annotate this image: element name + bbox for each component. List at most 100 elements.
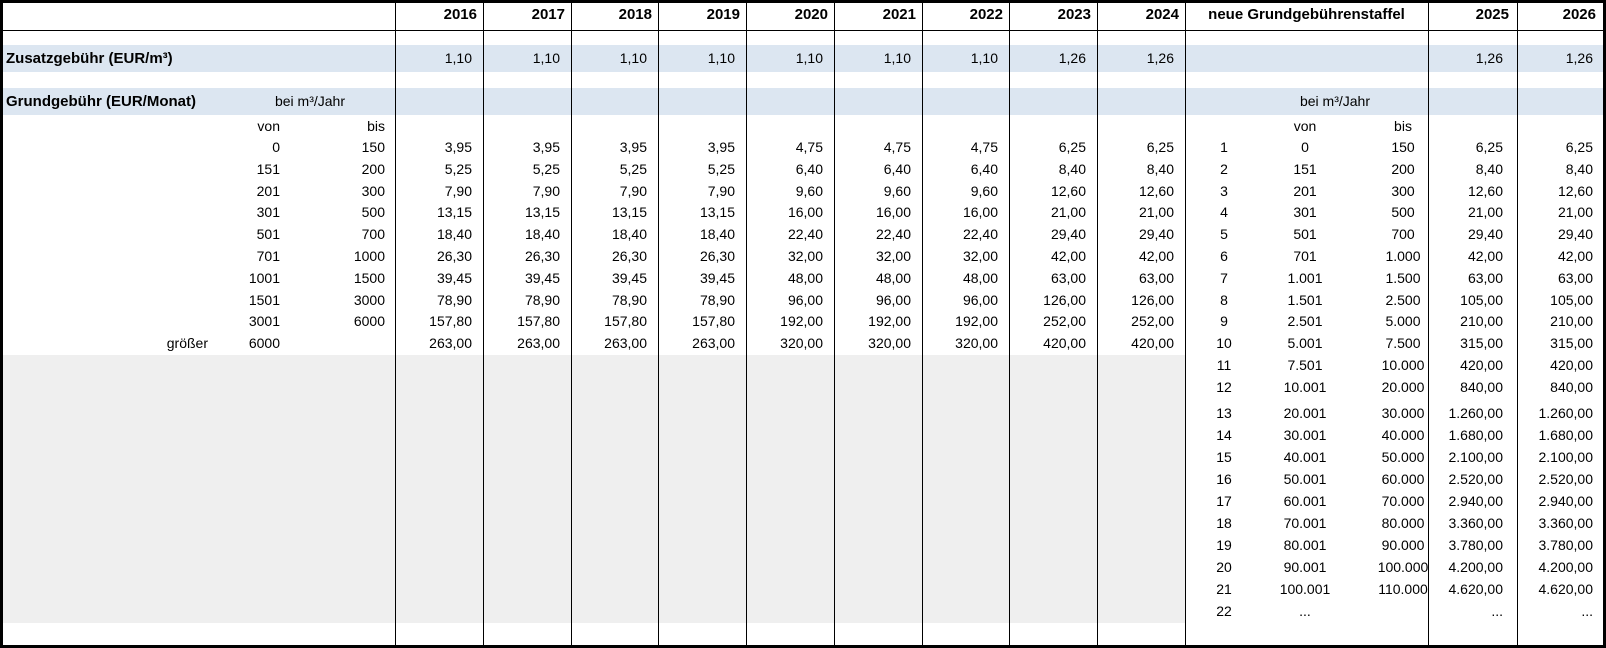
new-scale-bis: 30.000 — [1381, 405, 1425, 421]
new-scale-bis: 5.000 — [1385, 313, 1421, 330]
bis-header-new: bis — [1394, 118, 1412, 134]
old-scale-von: 3001 — [248, 313, 280, 330]
new-scale-value-2026: ... — [1581, 603, 1593, 619]
new-scale-header: neue Grundgebührenstaffel — [1208, 6, 1405, 23]
old-scale-value: 13,15 — [524, 204, 560, 221]
old-scale-value: 4,75 — [795, 139, 823, 155]
new-scale-value-2025: 12,60 — [1467, 182, 1503, 199]
old-scale-value: 26,30 — [436, 248, 472, 264]
column-border — [1009, 3, 1010, 645]
new-scale-nr: 1 — [1220, 139, 1228, 155]
old-scale-value: 16,00 — [787, 204, 823, 221]
old-scale-value: 39,45 — [436, 269, 472, 286]
new-scale-bis: 90.000 — [1381, 537, 1425, 553]
column-border — [1428, 3, 1429, 645]
year-header: 2021 — [882, 6, 916, 23]
bei-m3-jahr-label-new: bei m³/Jahr — [1299, 93, 1371, 109]
old-scale-value: 4,75 — [883, 139, 911, 155]
new-scale-value-2025: 2.100,00 — [1448, 449, 1504, 465]
old-scale-value: 252,00 — [1131, 313, 1174, 330]
new-scale-value-2025: 6,25 — [1475, 139, 1503, 155]
new-scale-von: 60.001 — [1283, 493, 1327, 509]
old-scale-value: 12,60 — [1138, 182, 1174, 199]
new-scale-value-2026: 4.200,00 — [1538, 559, 1594, 575]
old-scale-bis: 3000 — [353, 291, 385, 308]
old-scale-value: 26,30 — [699, 248, 735, 264]
old-scale-value: 3,95 — [532, 139, 560, 155]
old-scale-value: 32,00 — [962, 248, 998, 264]
new-scale-bis: 300 — [1391, 182, 1415, 199]
year-header: 2019 — [706, 6, 740, 23]
old-scale-value: 42,00 — [1138, 248, 1174, 264]
old-scale-value: 32,00 — [787, 248, 823, 264]
new-scale-von: 301 — [1293, 204, 1317, 221]
old-scale-value: 263,00 — [692, 335, 735, 352]
old-scale-value: 96,00 — [875, 291, 911, 308]
new-scale-value-2025: 63,00 — [1467, 269, 1503, 286]
new-scale-nr: 16 — [1216, 471, 1232, 487]
old-scale-value: 320,00 — [955, 335, 998, 352]
bei-m3-jahr-label: bei m³/Jahr — [274, 93, 346, 109]
old-scale-value: 63,00 — [1050, 269, 1086, 286]
new-scale-value-2026: 42,00 — [1557, 248, 1593, 264]
old-scale-value: 420,00 — [1131, 335, 1174, 352]
new-year-header: 2026 — [1562, 6, 1596, 23]
column-border — [1097, 3, 1098, 645]
von-header: von — [257, 118, 280, 134]
old-scale-value: 8,40 — [1058, 160, 1086, 177]
old-scale-value: 126,00 — [1043, 291, 1086, 308]
new-scale-nr: 11 — [1216, 357, 1232, 373]
old-scale-value: 29,40 — [1050, 226, 1086, 243]
new-scale-value-2025: ... — [1491, 603, 1503, 619]
old-scale-value: 6,40 — [795, 160, 823, 177]
old-scale-value: 420,00 — [1043, 335, 1086, 352]
old-scale-value: 263,00 — [429, 335, 472, 352]
new-scale-nr: 12 — [1216, 378, 1232, 395]
old-scale-value: 8,40 — [1146, 160, 1174, 177]
new-scale-bis: 110.000 — [1378, 581, 1428, 597]
empty-area-shading — [3, 355, 1185, 623]
old-scale-value: 22,40 — [787, 226, 823, 243]
new-scale-value-2025: 21,00 — [1467, 204, 1503, 221]
year-header: 2020 — [794, 6, 828, 23]
new-scale-bis: 40.000 — [1381, 427, 1425, 443]
old-scale-value: 13,15 — [699, 204, 735, 221]
old-scale-value: 29,40 — [1138, 226, 1174, 243]
new-scale-value-2025: 3.360,00 — [1448, 515, 1504, 531]
new-scale-value-2025: 1.680,00 — [1448, 427, 1504, 443]
bis-header: bis — [367, 118, 385, 134]
new-scale-value-2026: 105,00 — [1550, 291, 1593, 308]
old-scale-bis: 6000 — [353, 313, 385, 330]
new-scale-von: 100.001 — [1279, 581, 1331, 597]
old-scale-bis: 500 — [361, 204, 385, 221]
old-scale-value: 9,60 — [883, 182, 911, 199]
old-scale-value: 18,40 — [436, 226, 472, 243]
new-year-header: 2025 — [1475, 6, 1509, 23]
new-scale-value-2026: 2.940,00 — [1538, 493, 1594, 509]
column-border — [1517, 3, 1518, 645]
old-scale-value: 5,25 — [707, 160, 735, 177]
new-scale-value-2026: 4.620,00 — [1538, 581, 1594, 597]
grund-row-highlight — [3, 88, 1603, 115]
zusatz-value-new: 1,26 — [1565, 50, 1593, 66]
old-scale-value: 5,25 — [619, 160, 647, 177]
zusatz-value-new: 1,26 — [1475, 50, 1503, 66]
new-scale-von: 80.001 — [1283, 537, 1327, 553]
zusatz-value: 1,10 — [795, 50, 823, 66]
old-scale-von: 701 — [256, 248, 280, 264]
new-scale-value-2026: 1.680,00 — [1538, 427, 1594, 443]
new-scale-bis: 100.000 — [1377, 559, 1429, 575]
old-scale-value: 3,95 — [619, 139, 647, 155]
new-scale-nr: 5 — [1220, 226, 1228, 243]
new-scale-bis: 70.000 — [1381, 493, 1425, 509]
year-header: 2022 — [969, 6, 1003, 23]
new-scale-bis: 50.000 — [1381, 449, 1425, 465]
old-scale-value: 6,40 — [883, 160, 911, 177]
new-scale-von: ... — [1299, 603, 1311, 619]
year-header: 2017 — [531, 6, 565, 23]
new-scale-bis: 7.500 — [1385, 335, 1421, 352]
old-scale-von: 151 — [256, 160, 280, 177]
old-scale-value: 9,60 — [970, 182, 998, 199]
new-scale-value-2025: 1.260,00 — [1448, 405, 1504, 421]
new-scale-value-2025: 4.200,00 — [1448, 559, 1504, 575]
